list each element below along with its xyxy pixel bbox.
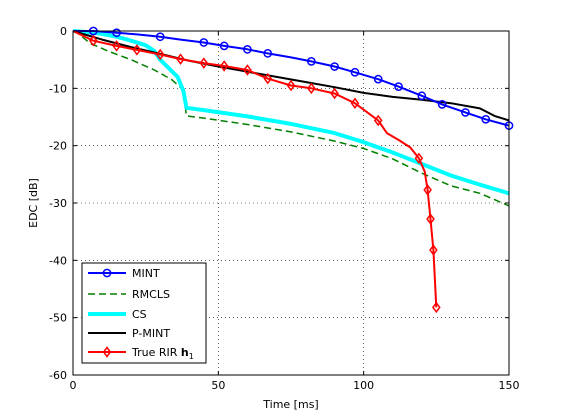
- data-point: [429, 244, 438, 256]
- data-point: [132, 44, 142, 56]
- y-tick-label: -10: [49, 82, 67, 95]
- series-layer: [72, 26, 514, 314]
- series-line: [73, 30, 510, 127]
- data-point: [243, 44, 252, 54]
- legend-label: CS: [132, 308, 147, 321]
- data-point: [155, 32, 165, 42]
- data-point: [437, 100, 447, 109]
- series-line: [72, 30, 438, 308]
- series-line: [72, 30, 510, 207]
- legend-marker: [102, 268, 112, 278]
- data-point: [394, 82, 403, 91]
- data-point: [373, 74, 383, 84]
- data-point: [306, 57, 316, 66]
- y-tick-label: -30: [49, 197, 67, 210]
- x-tick-label: 150: [499, 379, 520, 392]
- x-axis-label: Time [ms]: [262, 398, 318, 411]
- series-cs: [72, 29, 510, 196]
- data-point: [112, 28, 121, 38]
- y-tick-label: 0: [60, 25, 67, 38]
- x-tick-label: 100: [353, 379, 374, 392]
- ticks: 0 50 100 150 0 -10 -20 -30 -40 -50 -60: [49, 25, 519, 392]
- data-point: [286, 79, 296, 92]
- data-point: [176, 53, 185, 65]
- series-rmcls: [72, 30, 510, 207]
- series-mint: [73, 26, 514, 130]
- data-point: [263, 72, 273, 85]
- data-point: [263, 49, 273, 58]
- data-point: [330, 87, 339, 100]
- data-point: [199, 38, 209, 47]
- data-point: [414, 152, 424, 165]
- data-point: [350, 67, 360, 77]
- data-point: [330, 62, 339, 71]
- series-true-rir-h1: [72, 30, 441, 314]
- data-point: [426, 213, 435, 225]
- y-tick-label: -40: [49, 254, 67, 267]
- series-line: [72, 29, 510, 196]
- data-point: [423, 184, 432, 196]
- legend-label: MINT: [132, 267, 160, 280]
- y-tick-label: -50: [49, 312, 67, 325]
- data-point: [243, 64, 252, 76]
- data-point: [432, 301, 441, 314]
- y-tick-label: -20: [49, 140, 67, 153]
- x-tick-label: 50: [211, 379, 225, 392]
- data-point: [461, 108, 470, 117]
- legend-marker: [102, 346, 112, 358]
- y-axis-label: EDC [dB]: [27, 178, 40, 228]
- legend-label: True RIR h1: [131, 346, 194, 361]
- data-point: [481, 114, 491, 124]
- data-point: [219, 41, 229, 51]
- data-point: [417, 91, 427, 101]
- data-point: [307, 82, 316, 95]
- legend: MINT RMCLS CS P-MINT True RIR h1: [81, 262, 207, 364]
- data-point: [199, 57, 209, 69]
- legend-label: RMCLS: [132, 288, 170, 301]
- x-tick-label: 0: [70, 379, 77, 392]
- y-tick-label: -60: [49, 369, 67, 382]
- data-point: [89, 34, 98, 47]
- data-point: [155, 48, 165, 61]
- data-point: [350, 97, 360, 109]
- data-point: [112, 40, 121, 52]
- legend-label: P-MINT: [132, 327, 170, 340]
- data-point: [219, 60, 229, 72]
- data-point: [373, 114, 383, 127]
